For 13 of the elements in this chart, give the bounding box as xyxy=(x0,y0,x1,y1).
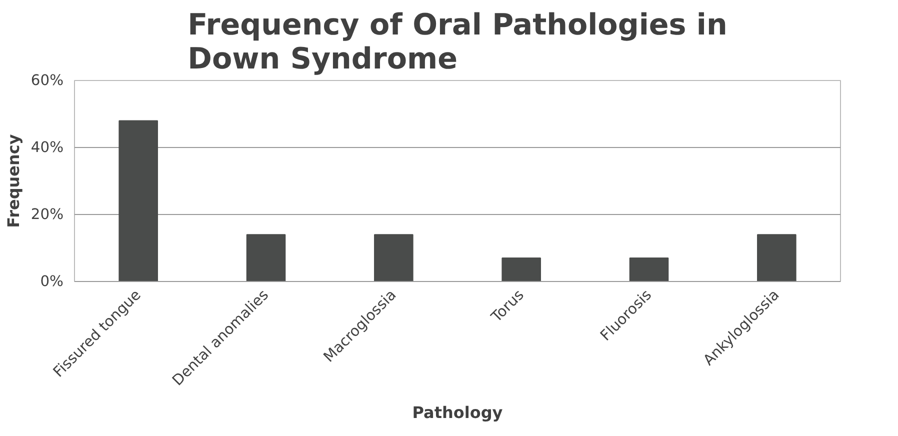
bar xyxy=(502,258,541,282)
chart-title: Frequency of Oral Pathologies in Down Syndrome xyxy=(188,8,728,76)
bar xyxy=(118,120,158,282)
y-axis-title: Frequency xyxy=(4,134,23,228)
x-axis-title: Pathology xyxy=(412,403,504,422)
y-tick-label: 0% xyxy=(40,273,64,290)
y-tick-label: 60% xyxy=(30,72,64,89)
bar xyxy=(757,234,796,282)
bar xyxy=(374,234,414,282)
bar xyxy=(246,234,286,282)
y-tick-label: 20% xyxy=(30,206,64,223)
bar xyxy=(629,258,669,282)
y-tick-label: 40% xyxy=(30,139,64,156)
